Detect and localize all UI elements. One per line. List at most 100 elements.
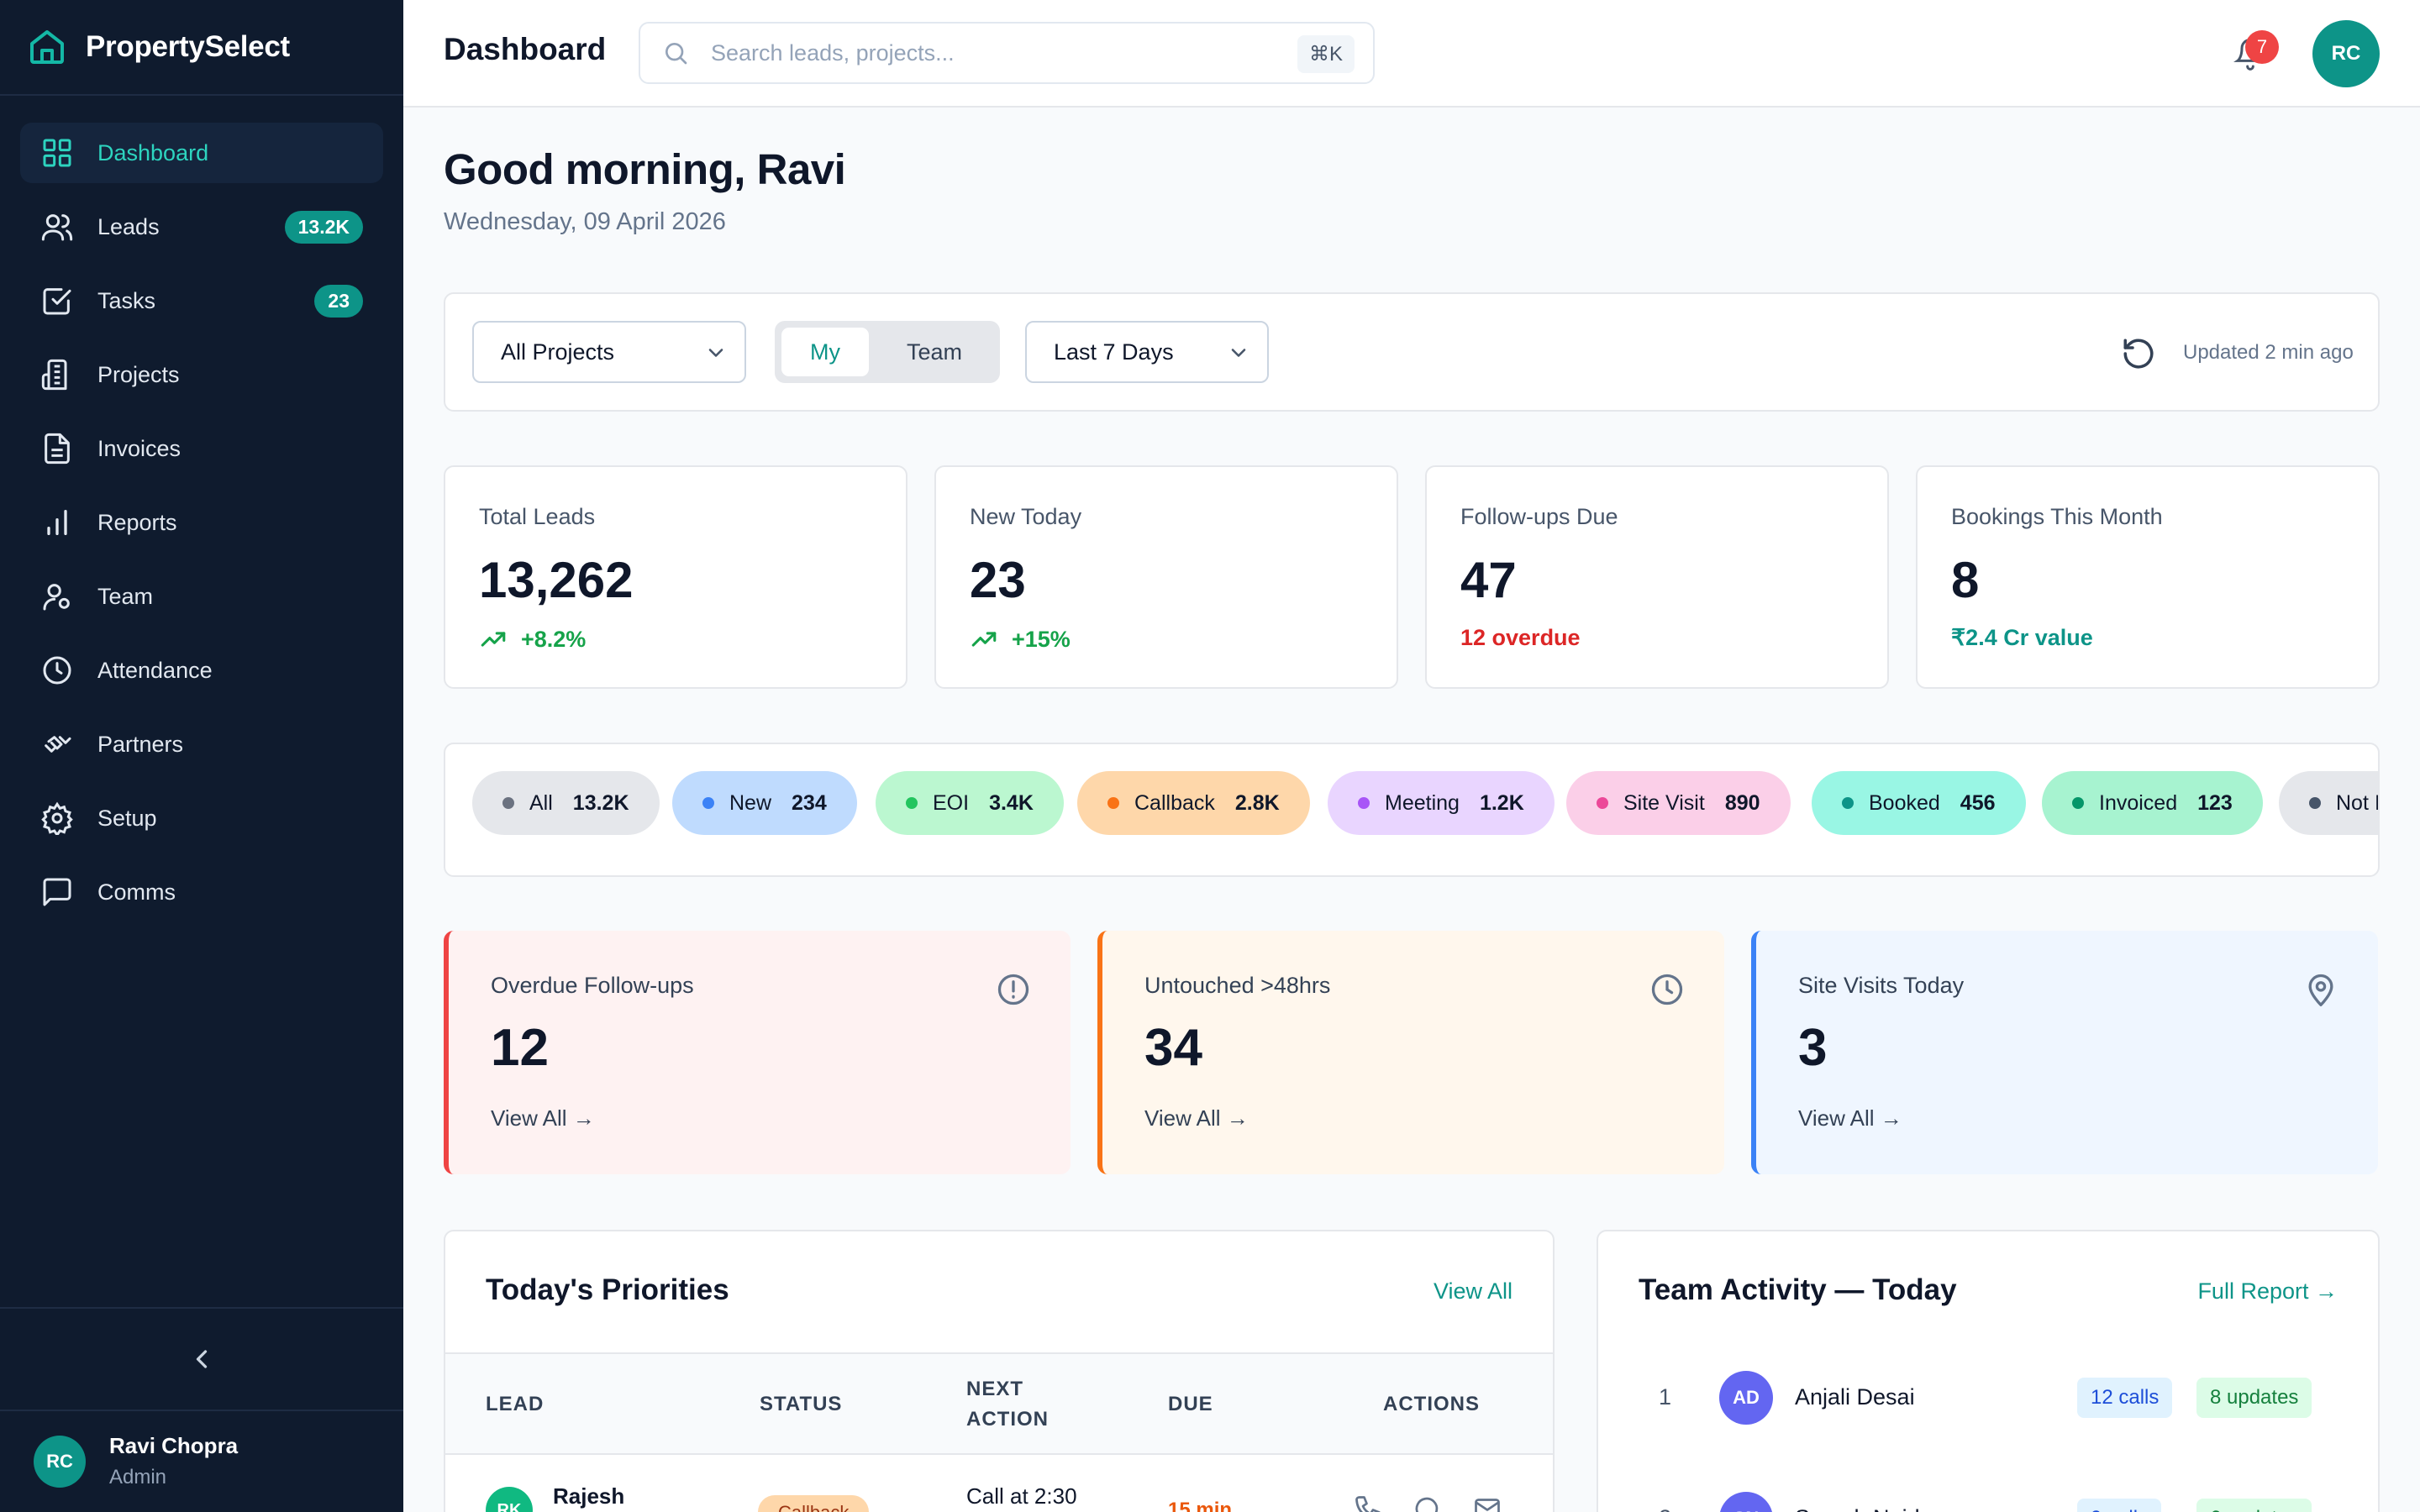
- sidebar-item-label: Reports: [97, 509, 177, 535]
- stat-trend-value: +15%: [1012, 626, 1071, 652]
- stat-card-follow-ups[interactable]: Follow-ups Due 47 12 overdue: [1425, 465, 1889, 689]
- pipeline-chip-all[interactable]: All 13.2K: [472, 771, 660, 835]
- stat-value: 47: [1460, 552, 1517, 608]
- view-all-link[interactable]: View All →: [1144, 1105, 1249, 1131]
- checkbox-icon: [40, 284, 74, 318]
- map-pin-icon: [2302, 971, 2339, 1008]
- card-title: Today's Priorities: [486, 1273, 729, 1306]
- message-icon: [40, 875, 74, 909]
- team-activity-card: Team Activity — Today Full Report → 1 AD…: [1597, 1230, 2380, 1512]
- chip-label: New: [729, 790, 772, 815]
- status-dot: [1358, 797, 1370, 809]
- sidebar-item-label: Projects: [97, 361, 180, 387]
- stat-card-total-leads[interactable]: Total Leads 13,262 +8.2%: [444, 465, 908, 689]
- sidebar-item-dashboard[interactable]: Dashboard: [20, 123, 383, 183]
- sidebar-item-label: Tasks: [97, 287, 156, 313]
- bar-chart-icon: [40, 506, 74, 539]
- chevron-down-icon: [1227, 341, 1250, 365]
- alert-value: 3: [1798, 1019, 1828, 1077]
- refresh-icon[interactable]: [2121, 336, 2156, 371]
- date-range-select[interactable]: Last 7 Days: [1025, 321, 1269, 383]
- sidebar-item-attendance[interactable]: Attendance: [20, 640, 383, 701]
- pipeline-chip-meeting[interactable]: Meeting 1.2K: [1328, 771, 1555, 835]
- scope-my-button[interactable]: My: [781, 328, 869, 376]
- stat-sub: ₹2.4 Cr value: [1951, 625, 2093, 650]
- chevron-down-icon: [704, 341, 728, 365]
- sidebar-item-label: Team: [97, 583, 154, 609]
- trending-up-icon: [479, 625, 508, 654]
- sidebar-item-comms[interactable]: Comms: [20, 862, 383, 922]
- clock-icon: [40, 654, 74, 687]
- alert-card-overdue[interactable]: Overdue Follow-ups 12 View All →: [444, 931, 1071, 1174]
- view-all-link[interactable]: View All →: [1798, 1105, 1902, 1131]
- search-bar[interactable]: ⌘K: [639, 22, 1375, 84]
- app-logo[interactable]: PropertySelect: [27, 25, 290, 69]
- sidebar-item-reports[interactable]: Reports: [20, 492, 383, 553]
- view-all-link[interactable]: View All: [1433, 1278, 1512, 1304]
- alert-card-site-visits[interactable]: Site Visits Today 3 View All →: [1751, 931, 2378, 1174]
- stat-label: New Today: [970, 504, 1082, 529]
- sidebar-item-setup[interactable]: Setup: [20, 788, 383, 848]
- stat-card-new-today[interactable]: New Today 23 +15%: [934, 465, 1398, 689]
- app-name: PropertySelect: [86, 30, 290, 63]
- sidebar-item-label: Comms: [97, 879, 176, 905]
- phone-icon[interactable]: [1353, 1494, 1383, 1512]
- stat-label: Follow-ups Due: [1460, 504, 1618, 529]
- pipeline-chip-booked[interactable]: Booked 456: [1812, 771, 2026, 835]
- column-header: STATUS: [760, 1393, 843, 1415]
- current-user[interactable]: RC Ravi Chopra Admin: [34, 1433, 238, 1489]
- calls-badge: 12 calls: [2077, 1378, 2173, 1418]
- full-report-link[interactable]: Full Report →: [2197, 1278, 2338, 1304]
- member-name: Suresh Naidu: [1795, 1505, 1933, 1512]
- scope-team-button[interactable]: Team: [906, 339, 963, 365]
- sidebar-item-projects[interactable]: Projects: [20, 344, 383, 405]
- list-item[interactable]: 2 SN Suresh Naidu 9 calls 6 updates: [1598, 1488, 2378, 1512]
- search-input[interactable]: [711, 39, 1282, 66]
- mail-icon[interactable]: [1472, 1494, 1502, 1512]
- pipeline-chip-not-interested[interactable]: Not I: [2279, 771, 2378, 835]
- stat-card-bookings[interactable]: Bookings This Month 8 ₹2.4 Cr value: [1916, 465, 2380, 689]
- divider: [0, 94, 403, 96]
- pipeline-filter: All 13.2K New 234 EOI 3.4K Callback 2.8K Mee…: [444, 743, 2380, 877]
- sidebar-item-label: Attendance: [97, 657, 213, 683]
- sidebar-item-leads[interactable]: Leads 13.2K: [20, 197, 383, 257]
- due-time: 15 min: [1168, 1499, 1233, 1512]
- chip-count: 234: [792, 790, 827, 815]
- select-value: All Projects: [501, 339, 615, 365]
- sidebar-item-partners[interactable]: Partners: [20, 714, 383, 774]
- count-badge: 23: [314, 284, 363, 318]
- chip-label: Meeting: [1385, 790, 1460, 815]
- pipeline-chip-invoiced[interactable]: Invoiced 123: [2042, 771, 2263, 835]
- column-header: LEAD: [486, 1393, 544, 1415]
- stat-value: 23: [970, 552, 1026, 608]
- avatar: AD: [1719, 1371, 1773, 1425]
- chip-label: Invoiced: [2099, 790, 2178, 815]
- sidebar-item-tasks[interactable]: Tasks 23: [20, 270, 383, 331]
- chevron-left-icon[interactable]: [187, 1344, 217, 1374]
- chat-icon[interactable]: [1412, 1494, 1442, 1512]
- alert-card-untouched[interactable]: Untouched >48hrs 34 View All →: [1097, 931, 1724, 1174]
- gear-icon: [40, 801, 74, 835]
- calls-badge: 9 calls: [2077, 1499, 2162, 1512]
- sidebar-item-label: Invoices: [97, 435, 182, 461]
- avatar[interactable]: RC: [2312, 20, 2380, 87]
- alert-value: 12: [491, 1019, 549, 1077]
- stat-value: 13,262: [479, 552, 634, 608]
- pipeline-chip-eoi[interactable]: EOI 3.4K: [876, 771, 1064, 835]
- pipeline-chip-site-visit[interactable]: Site Visit 890: [1566, 771, 1791, 835]
- list-item[interactable]: 1 AD Anjali Desai 12 calls 8 updates: [1598, 1368, 2378, 1428]
- pipeline-chip-callback[interactable]: Callback 2.8K: [1077, 771, 1310, 835]
- chip-count: 123: [2197, 790, 2233, 815]
- stat-trend: +15%: [970, 625, 1071, 654]
- current-date: Wednesday, 09 April 2026: [444, 208, 726, 235]
- sidebar-item-invoices[interactable]: Invoices: [20, 418, 383, 479]
- divider: [0, 1410, 403, 1411]
- lead-name[interactable]: Rajesh: [553, 1483, 625, 1509]
- project-select[interactable]: All Projects: [472, 321, 746, 383]
- pipeline-chip-new[interactable]: New 234: [672, 771, 857, 835]
- chip-count: 3.4K: [989, 790, 1034, 815]
- sidebar-item-team[interactable]: Team: [20, 566, 383, 627]
- view-all-link[interactable]: View All →: [491, 1105, 595, 1131]
- next-action: Call at 2:30: [966, 1483, 1077, 1509]
- scope-toggle: My Team: [775, 321, 1000, 383]
